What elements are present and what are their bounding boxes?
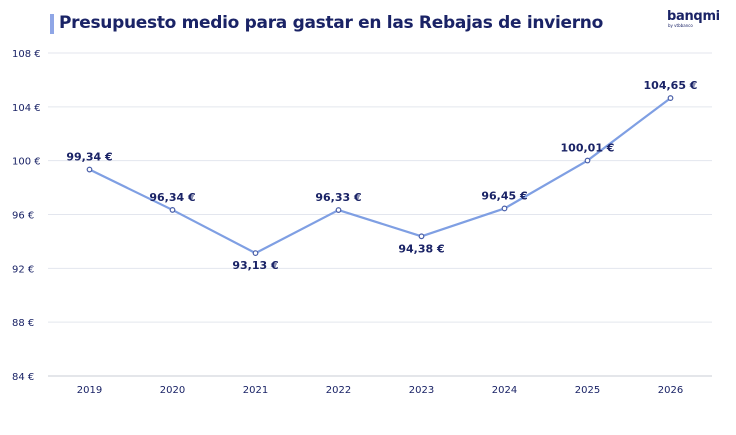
- data-point: [584, 157, 591, 164]
- title-accent-bar: [50, 14, 54, 34]
- data-label: 96,34 €: [149, 191, 195, 204]
- logo-subtext: by vtbbanco: [668, 23, 693, 28]
- x-tick-label: 2020: [160, 385, 185, 396]
- x-tick-label: 2024: [492, 385, 517, 396]
- data-label: 94,38 €: [398, 242, 444, 255]
- y-tick-label: 104 €: [12, 103, 41, 114]
- x-tick-label: 2026: [658, 385, 683, 396]
- data-point: [169, 207, 176, 213]
- y-tick-label: 96 €: [12, 211, 34, 222]
- y-tick-label: 92 €: [12, 264, 34, 275]
- data-point: [418, 233, 425, 240]
- data-label: 96,45 €: [481, 189, 527, 202]
- data-point: [335, 207, 342, 213]
- data-point: [501, 205, 508, 212]
- banqmi-logo: banqmi: [667, 9, 720, 24]
- x-tick-label: 2025: [575, 385, 600, 396]
- data-label: 100,01 €: [561, 142, 615, 155]
- data-label: 104,65 €: [644, 79, 698, 92]
- y-tick-label: 100 €: [12, 157, 41, 168]
- x-tick-label: 2023: [409, 385, 434, 396]
- data-label: 96,33 €: [315, 191, 361, 204]
- data-label: 99,34 €: [66, 151, 112, 164]
- data-point: [86, 166, 93, 173]
- y-tick-label: 108 €: [12, 49, 41, 60]
- chart-title: Presupuesto medio para gastar en las Reb…: [59, 13, 603, 33]
- y-tick-label: 84 €: [12, 372, 34, 383]
- x-tick-label: 2022: [326, 385, 351, 396]
- data-label: 93,13 €: [232, 259, 278, 272]
- data-point: [667, 95, 674, 101]
- x-tick-label: 2021: [243, 385, 268, 396]
- x-tick-label: 2019: [77, 385, 102, 396]
- series-line: [89, 97, 672, 255]
- y-tick-label: 88 €: [12, 318, 34, 329]
- data-point: [252, 250, 259, 257]
